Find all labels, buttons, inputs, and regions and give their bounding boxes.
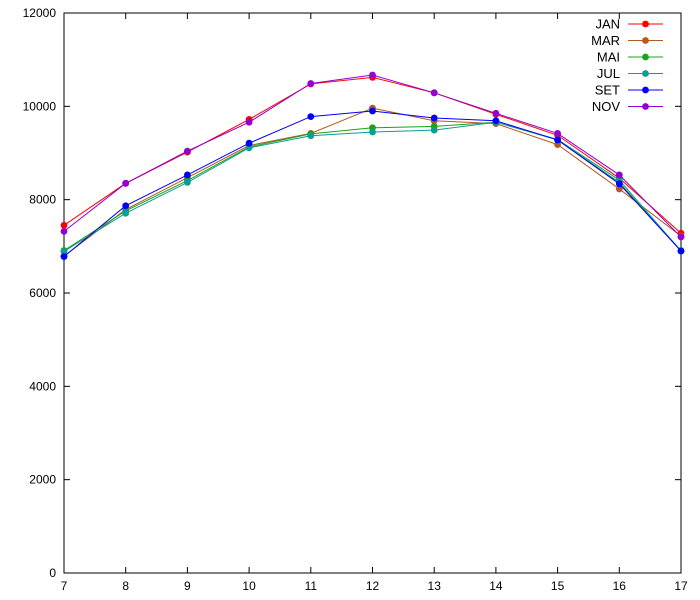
data-point xyxy=(245,118,253,126)
data-point xyxy=(492,109,500,117)
data-point xyxy=(369,107,376,115)
data-point xyxy=(615,185,623,193)
legend-marker xyxy=(642,20,649,28)
data-point xyxy=(184,147,191,155)
legend-item-jan: JAN xyxy=(595,17,663,32)
data-point xyxy=(307,113,315,120)
data-point xyxy=(430,114,438,122)
legend-item-mai: MAI xyxy=(597,50,663,65)
legend-label: MAI xyxy=(597,50,620,65)
legend-item-set: SET xyxy=(595,83,663,98)
x-tick-label: 13 xyxy=(428,579,442,593)
data-point xyxy=(60,228,68,235)
series-set xyxy=(60,107,685,260)
data-point xyxy=(245,144,253,152)
data-point xyxy=(122,202,130,210)
x-tick-label: 17 xyxy=(674,579,688,593)
y-tick-label: 10000 xyxy=(23,99,57,113)
legend-label: MAR xyxy=(591,33,620,48)
data-point xyxy=(60,253,68,260)
series-mai xyxy=(60,118,685,254)
data-point xyxy=(430,89,438,97)
data-point xyxy=(615,171,623,179)
series-jul xyxy=(60,118,685,255)
x-tick-label: 9 xyxy=(184,579,191,593)
legend-label: JAN xyxy=(595,17,620,32)
y-tick-label: 4000 xyxy=(29,379,56,393)
series-nov xyxy=(60,71,685,241)
legend-label: JUL xyxy=(597,66,620,81)
data-point xyxy=(492,117,500,125)
legend-item-nov: NOV xyxy=(592,99,663,114)
y-tick-label: 12000 xyxy=(23,6,57,20)
legend-marker xyxy=(642,86,649,94)
x-tick-label: 8 xyxy=(122,579,129,593)
series-line xyxy=(63,76,682,234)
x-tick-label: 15 xyxy=(551,579,565,593)
y-tick-label: 0 xyxy=(49,566,56,580)
legend-label: SET xyxy=(595,83,620,98)
legend-marker xyxy=(642,70,649,77)
data-point xyxy=(122,179,130,187)
data-point xyxy=(307,132,315,140)
y-tick-label: 2000 xyxy=(29,473,56,487)
legend-item-jul: JUL xyxy=(597,66,663,81)
data-point xyxy=(307,80,315,87)
y-axis: 0 2000 4000 6000 8000 10000 12000 xyxy=(23,6,681,580)
y-tick-label: 8000 xyxy=(29,193,56,207)
data-point xyxy=(430,126,438,134)
series-line xyxy=(63,121,682,252)
data-point xyxy=(122,209,130,217)
legend-marker xyxy=(642,37,649,44)
series-line xyxy=(63,74,682,238)
x-axis: 7 8 9 10 11 12 13 14 15 16 17 xyxy=(61,13,688,593)
x-tick-label: 10 xyxy=(242,579,256,593)
legend-item-mar: MAR xyxy=(591,33,663,48)
data-point xyxy=(677,247,685,255)
legend-label: NOV xyxy=(592,99,621,114)
data-point xyxy=(554,136,561,144)
legend-marker xyxy=(642,103,649,110)
x-tick-label: 12 xyxy=(366,579,380,593)
legend-marker xyxy=(642,53,649,61)
x-tick-label: 11 xyxy=(305,579,318,593)
data-point xyxy=(184,179,191,186)
data-point xyxy=(60,221,68,229)
data-point xyxy=(554,141,561,149)
data-point xyxy=(245,139,253,147)
data-point xyxy=(60,248,68,255)
y-tick-label: 6000 xyxy=(29,286,56,300)
data-point xyxy=(184,171,191,179)
plot-frame xyxy=(63,12,682,574)
x-tick-label: 16 xyxy=(613,579,627,593)
data-point xyxy=(369,128,376,136)
series-layer xyxy=(60,71,685,260)
data-point xyxy=(615,180,623,188)
data-point xyxy=(369,71,376,79)
data-point xyxy=(677,233,685,241)
x-tick-label: 7 xyxy=(61,579,68,593)
series-line xyxy=(63,121,682,251)
data-point xyxy=(554,130,561,137)
x-tick-label: 14 xyxy=(489,579,503,593)
